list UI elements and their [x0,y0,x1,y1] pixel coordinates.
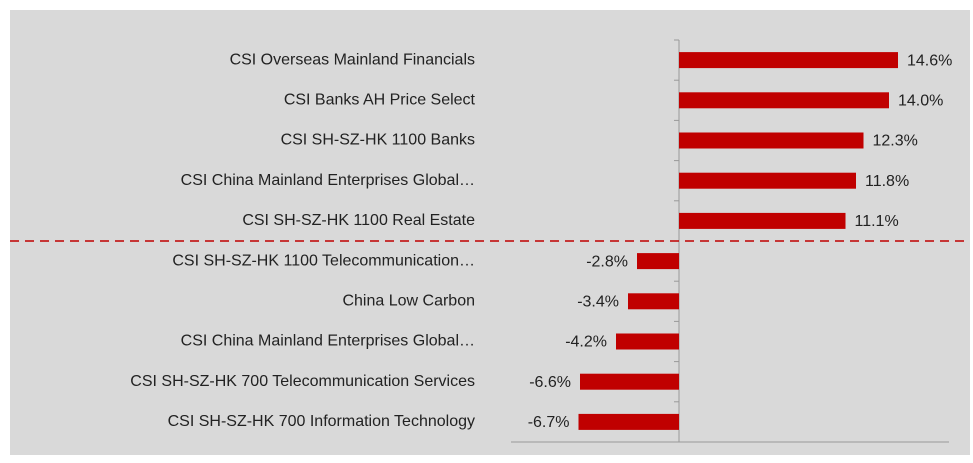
category-label: CSI SH-SZ-HK 1100 Telecommunication… [172,252,475,269]
value-label: 14.0% [898,93,943,110]
category-label: CSI SH-SZ-HK 1100 Real Estate [242,212,475,229]
category-label: CSI SH-SZ-HK 700 Telecommunication Servi… [130,373,475,390]
bar [679,92,889,109]
category-label: CSI SH-SZ-HK 700 Information Technology [168,413,475,430]
value-label: 11.8% [865,173,909,190]
bar [637,253,679,270]
value-label: -4.2% [565,334,607,351]
value-label: -6.6% [529,374,571,391]
category-label: CSI Overseas Mainland Financials [230,51,475,68]
category-label: China Low Carbon [342,293,475,310]
bar [580,373,679,390]
value-label: -6.7% [528,414,570,431]
chart-background [10,10,970,455]
category-label: CSI Banks AH Price Select [284,92,476,109]
category-label: CSI China Mainland Enterprises Global… [181,333,475,350]
value-label: -2.8% [586,253,628,270]
value-label: -3.4% [577,294,619,311]
bar [679,212,846,229]
bar [578,413,679,430]
category-label: CSI SH-SZ-HK 1100 Banks [281,132,475,149]
category-label: CSI China Mainland Enterprises Global… [181,172,475,189]
bar [628,293,679,310]
value-label: 14.6% [907,52,952,69]
value-label: 11.1% [855,213,899,230]
bar [679,52,898,69]
bar [616,333,679,350]
bar [679,172,856,189]
bar [679,132,864,149]
value-label: 12.3% [873,133,918,150]
